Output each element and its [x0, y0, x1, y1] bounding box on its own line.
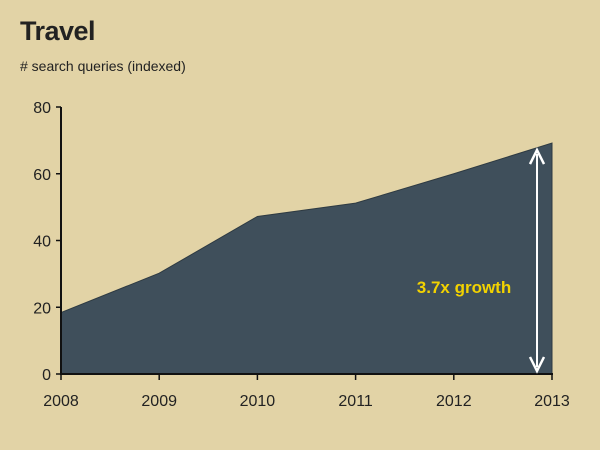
x-tick-label: 2011	[338, 393, 373, 410]
y-tick-label: 80	[33, 100, 51, 117]
x-tick-label: 2009	[141, 393, 177, 410]
chart-title: Travel	[20, 16, 96, 46]
x-tick-label: 2010	[240, 393, 276, 410]
y-tick-label: 20	[33, 300, 51, 317]
chart-subtitle: # search queries (indexed)	[20, 58, 186, 74]
x-tick-label: 2013	[534, 393, 570, 410]
y-tick-label: 40	[33, 234, 51, 251]
arrow-up-icon	[528, 147, 546, 165]
y-tick-label: 60	[33, 167, 51, 184]
arrow-down-icon	[528, 356, 546, 374]
x-tick-label: 2012	[436, 393, 472, 410]
area-series	[60, 142, 553, 375]
y-tick-label: 0	[42, 367, 51, 384]
x-tick-label: 2008	[43, 393, 79, 410]
growth-annotation: 3.7x growth	[417, 278, 511, 297]
